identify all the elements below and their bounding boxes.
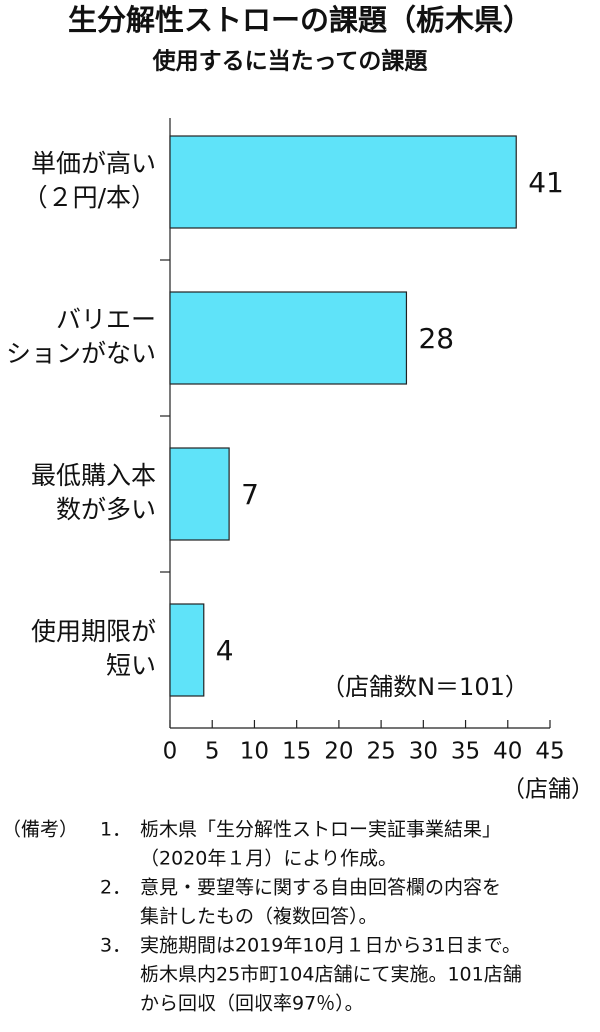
note-line: 集計したもの（複数回答）。 xyxy=(140,906,378,928)
note-line: 意見・要望等に関する自由回答欄の内容を xyxy=(140,877,501,899)
note-line: 栃木県内25市町104店舗にて実施。101店舗 xyxy=(140,964,522,986)
bar xyxy=(169,603,205,697)
value-label: 28 xyxy=(418,322,454,355)
x-axis-label: （店舗） xyxy=(502,777,594,803)
y-tick-label: ションがない xyxy=(6,339,156,368)
annotation: （店舗数N＝101） xyxy=(321,673,529,701)
x-tick-label: 40 xyxy=(493,739,522,765)
x-tick-label: 45 xyxy=(535,739,564,765)
x-tick-label: 20 xyxy=(324,739,353,765)
x-tick-label: 25 xyxy=(366,739,395,765)
y-tick-label: 単価が高い xyxy=(31,149,156,178)
y-tick-label: 数が多い xyxy=(56,495,156,524)
value-label: 4 xyxy=(216,634,234,667)
x-tick-label: 15 xyxy=(282,739,311,765)
value-label: 7 xyxy=(241,478,259,511)
chart-title: 生分解性ストローの課題（栃木県） xyxy=(68,3,532,37)
y-tick-label: 短い xyxy=(106,651,156,680)
bar xyxy=(169,135,517,229)
bar xyxy=(169,291,408,385)
y-tick-label: 最低購入本 xyxy=(31,461,156,490)
note-number: 1． xyxy=(100,819,131,841)
note-line: 実施期間は2019年10月１日から31日まで。 xyxy=(140,935,521,957)
x-tick-label: 0 xyxy=(163,739,178,765)
bar xyxy=(169,447,230,541)
x-tick-label: 35 xyxy=(451,739,480,765)
note-number: 2． xyxy=(100,877,131,899)
chart-subtitle: 使用するに当たっての課題 xyxy=(152,48,429,75)
x-tick-label: 30 xyxy=(409,739,438,765)
y-tick-label: 使用期限が xyxy=(31,617,156,646)
note-line: 栃木県「生分解性ストロー実証事業結果」 xyxy=(140,819,501,841)
x-tick-label: 5 xyxy=(205,739,220,765)
value-label: 41 xyxy=(528,166,564,199)
note-number: 3． xyxy=(100,935,131,957)
y-tick-label: バリエー xyxy=(56,305,156,334)
note-line: から回収（回収率97％）。 xyxy=(140,993,364,1015)
x-tick-label: 10 xyxy=(240,739,269,765)
y-tick-label: （２円/本） xyxy=(23,183,156,212)
note-line: （2020年１月）により作成。 xyxy=(140,848,397,870)
notes-label: （備考） xyxy=(2,819,78,841)
